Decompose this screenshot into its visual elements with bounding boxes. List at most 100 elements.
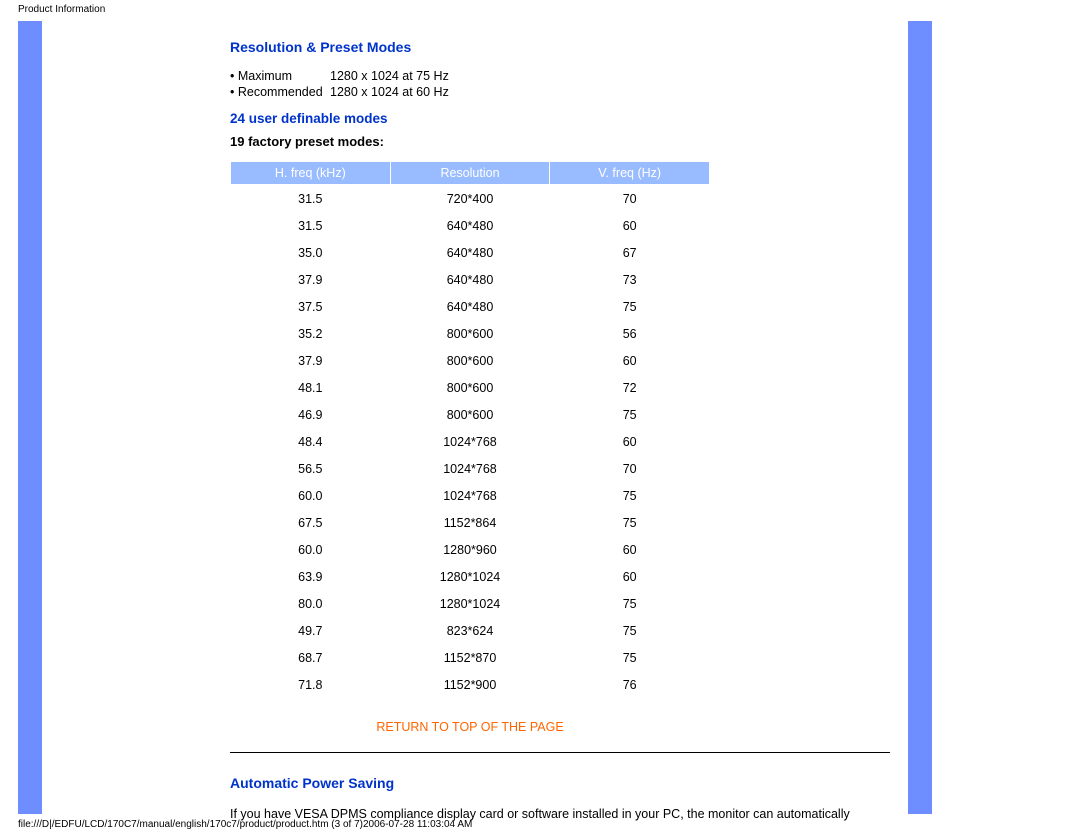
table-row: 56.51024*76870 bbox=[231, 455, 710, 482]
left-stripe bbox=[18, 21, 42, 814]
left-padding bbox=[42, 21, 230, 814]
table-cell: 1280*1024 bbox=[390, 563, 550, 590]
table-cell: 60.0 bbox=[231, 536, 391, 563]
table-row: 35.2800*60056 bbox=[231, 320, 710, 347]
table-row: 60.01024*76875 bbox=[231, 482, 710, 509]
table-row: 48.1800*60072 bbox=[231, 374, 710, 401]
spec-row-recommended: • Recommended 1280 x 1024 at 60 Hz bbox=[230, 85, 896, 99]
table-cell: 72 bbox=[550, 374, 710, 401]
table-row: 49.7823*62475 bbox=[231, 617, 710, 644]
right-padding bbox=[932, 21, 1062, 814]
table-cell: 75 bbox=[550, 482, 710, 509]
table-row: 67.51152*86475 bbox=[231, 509, 710, 536]
table-cell: 48.1 bbox=[231, 374, 391, 401]
table-row: 63.91280*102460 bbox=[231, 563, 710, 590]
spec-list: • Maximum 1280 x 1024 at 75 Hz • Recomme… bbox=[230, 69, 896, 99]
table-cell: 80.0 bbox=[231, 590, 391, 617]
table-cell: 35.0 bbox=[231, 239, 391, 266]
main-content: Resolution & Preset Modes • Maximum 1280… bbox=[230, 21, 908, 814]
spec-label: • Recommended bbox=[230, 85, 330, 99]
table-row: 31.5720*40070 bbox=[231, 185, 710, 213]
right-stripe bbox=[908, 21, 932, 814]
table-row: 37.9800*60060 bbox=[231, 347, 710, 374]
table-header-resolution: Resolution bbox=[390, 162, 550, 185]
spec-value: 1280 x 1024 at 60 Hz bbox=[330, 85, 449, 99]
table-cell: 1024*768 bbox=[390, 482, 550, 509]
table-cell: 800*600 bbox=[390, 347, 550, 374]
table-cell: 60.0 bbox=[231, 482, 391, 509]
section-title-power-saving: Automatic Power Saving bbox=[230, 775, 896, 791]
page-footer-path: file:///D|/EDFU/LCD/170C7/manual/english… bbox=[18, 819, 472, 830]
spec-label: • Maximum bbox=[230, 69, 330, 83]
table-cell: 63.9 bbox=[231, 563, 391, 590]
table-cell: 67.5 bbox=[231, 509, 391, 536]
table-cell: 37.9 bbox=[231, 347, 391, 374]
table-cell: 1024*768 bbox=[390, 455, 550, 482]
table-cell: 823*624 bbox=[390, 617, 550, 644]
table-cell: 1152*870 bbox=[390, 644, 550, 671]
table-cell: 640*480 bbox=[390, 239, 550, 266]
table-row: 35.0640*48067 bbox=[231, 239, 710, 266]
table-cell: 640*480 bbox=[390, 266, 550, 293]
section-title-resolution: Resolution & Preset Modes bbox=[230, 39, 896, 55]
page-frame: Resolution & Preset Modes • Maximum 1280… bbox=[18, 21, 1062, 814]
table-cell: 1280*1024 bbox=[390, 590, 550, 617]
table-cell: 75 bbox=[550, 617, 710, 644]
table-cell: 60 bbox=[550, 428, 710, 455]
table-cell: 56.5 bbox=[231, 455, 391, 482]
table-row: 71.81152*90076 bbox=[231, 671, 710, 698]
table-cell: 75 bbox=[550, 644, 710, 671]
table-header-hfreq: H. freq (kHz) bbox=[231, 162, 391, 185]
table-cell: 49.7 bbox=[231, 617, 391, 644]
table-cell: 1152*900 bbox=[390, 671, 550, 698]
page-header: Product Information bbox=[0, 0, 1080, 15]
table-cell: 75 bbox=[550, 509, 710, 536]
table-cell: 60 bbox=[550, 536, 710, 563]
table-cell: 48.4 bbox=[231, 428, 391, 455]
table-row: 68.71152*87075 bbox=[231, 644, 710, 671]
table-cell: 37.5 bbox=[231, 293, 391, 320]
table-row: 37.9640*48073 bbox=[231, 266, 710, 293]
table-cell: 640*480 bbox=[390, 212, 550, 239]
table-cell: 800*600 bbox=[390, 320, 550, 347]
table-row: 46.9800*60075 bbox=[231, 401, 710, 428]
user-modes-heading: 24 user definable modes bbox=[230, 111, 896, 126]
table-cell: 31.5 bbox=[231, 212, 391, 239]
table-cell: 60 bbox=[550, 347, 710, 374]
preset-modes-table: H. freq (kHz) Resolution V. freq (Hz) 31… bbox=[230, 161, 710, 698]
table-row: 31.5640*48060 bbox=[231, 212, 710, 239]
table-cell: 68.7 bbox=[231, 644, 391, 671]
table-cell: 37.9 bbox=[231, 266, 391, 293]
table-row: 60.01280*96060 bbox=[231, 536, 710, 563]
table-cell: 720*400 bbox=[390, 185, 550, 213]
table-cell: 46.9 bbox=[231, 401, 391, 428]
table-cell: 60 bbox=[550, 212, 710, 239]
table-cell: 75 bbox=[550, 590, 710, 617]
table-cell: 1152*864 bbox=[390, 509, 550, 536]
factory-modes-heading: 19 factory preset modes: bbox=[230, 134, 896, 149]
table-cell: 70 bbox=[550, 455, 710, 482]
spec-value: 1280 x 1024 at 75 Hz bbox=[330, 69, 449, 83]
table-cell: 800*600 bbox=[390, 401, 550, 428]
table-cell: 1280*960 bbox=[390, 536, 550, 563]
table-cell: 75 bbox=[550, 293, 710, 320]
table-cell: 73 bbox=[550, 266, 710, 293]
table-cell: 800*600 bbox=[390, 374, 550, 401]
spec-row-maximum: • Maximum 1280 x 1024 at 75 Hz bbox=[230, 69, 896, 83]
table-cell: 31.5 bbox=[231, 185, 391, 213]
table-row: 80.01280*102475 bbox=[231, 590, 710, 617]
table-cell: 67 bbox=[550, 239, 710, 266]
table-cell: 71.8 bbox=[231, 671, 391, 698]
table-header-row: H. freq (kHz) Resolution V. freq (Hz) bbox=[231, 162, 710, 185]
table-cell: 76 bbox=[550, 671, 710, 698]
table-cell: 1024*768 bbox=[390, 428, 550, 455]
table-cell: 75 bbox=[550, 401, 710, 428]
table-cell: 56 bbox=[550, 320, 710, 347]
table-row: 48.41024*76860 bbox=[231, 428, 710, 455]
return-to-top-link[interactable]: RETURN TO TOP OF THE PAGE bbox=[230, 720, 710, 734]
table-cell: 70 bbox=[550, 185, 710, 213]
table-header-vfreq: V. freq (Hz) bbox=[550, 162, 710, 185]
table-cell: 640*480 bbox=[390, 293, 550, 320]
section-divider bbox=[230, 752, 890, 753]
table-cell: 60 bbox=[550, 563, 710, 590]
